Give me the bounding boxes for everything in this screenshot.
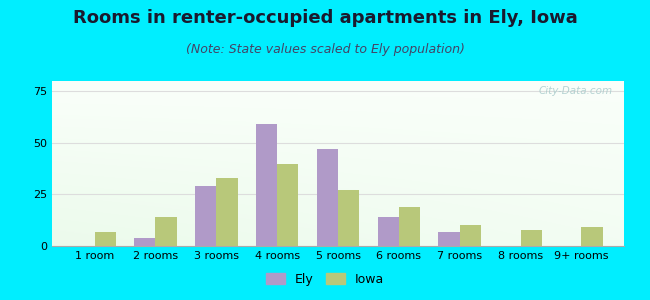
Bar — [256, 124, 277, 246]
Bar — [460, 225, 481, 246]
Bar — [195, 186, 216, 246]
Bar — [155, 217, 177, 246]
Bar — [134, 238, 155, 246]
Bar — [399, 207, 420, 246]
Bar — [216, 178, 238, 246]
Text: City-Data.com: City-Data.com — [538, 86, 612, 96]
Bar — [378, 217, 399, 246]
Bar — [277, 164, 298, 246]
Bar — [438, 232, 460, 246]
Text: Rooms in renter-occupied apartments in Ely, Iowa: Rooms in renter-occupied apartments in E… — [73, 9, 577, 27]
Bar — [581, 227, 603, 246]
Legend: Ely, Iowa: Ely, Iowa — [261, 268, 389, 291]
Bar — [95, 232, 116, 246]
Bar — [521, 230, 542, 246]
Bar — [338, 190, 359, 246]
Text: (Note: State values scaled to Ely population): (Note: State values scaled to Ely popula… — [185, 44, 465, 56]
Bar — [317, 149, 338, 246]
